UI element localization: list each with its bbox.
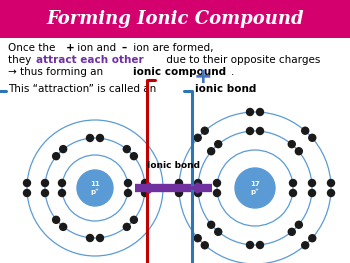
Text: attract each other: attract each other xyxy=(36,55,144,65)
Circle shape xyxy=(235,168,275,208)
Circle shape xyxy=(214,190,220,196)
Circle shape xyxy=(97,235,104,241)
Circle shape xyxy=(257,128,264,134)
Text: ionic bond: ionic bond xyxy=(195,84,256,94)
Circle shape xyxy=(60,146,67,153)
Text: Ionic bond: Ionic bond xyxy=(147,161,200,170)
Circle shape xyxy=(257,241,264,249)
Circle shape xyxy=(141,180,148,186)
Text: .: . xyxy=(248,84,251,94)
Circle shape xyxy=(309,134,316,141)
Circle shape xyxy=(195,190,202,196)
Circle shape xyxy=(288,141,295,148)
Circle shape xyxy=(131,216,138,223)
Circle shape xyxy=(328,190,335,196)
Circle shape xyxy=(97,134,104,141)
Text: → thus forming an: → thus forming an xyxy=(8,67,106,77)
Text: ionic compound: ionic compound xyxy=(133,67,226,77)
Text: 17
p⁺: 17 p⁺ xyxy=(250,181,260,195)
Circle shape xyxy=(302,127,309,134)
Circle shape xyxy=(195,180,202,186)
Circle shape xyxy=(246,109,253,115)
Circle shape xyxy=(58,190,65,196)
Circle shape xyxy=(246,128,253,134)
Circle shape xyxy=(214,180,220,186)
Circle shape xyxy=(289,190,296,196)
Circle shape xyxy=(42,180,49,186)
Circle shape xyxy=(42,190,49,196)
Circle shape xyxy=(175,180,182,186)
Circle shape xyxy=(175,190,182,196)
Circle shape xyxy=(125,180,132,186)
Circle shape xyxy=(215,141,222,148)
Circle shape xyxy=(52,153,60,160)
Circle shape xyxy=(308,180,315,186)
Circle shape xyxy=(289,180,296,186)
Circle shape xyxy=(52,216,60,223)
Text: 11
p⁺: 11 p⁺ xyxy=(90,181,100,195)
Circle shape xyxy=(194,235,201,242)
Circle shape xyxy=(257,109,264,115)
Text: +: + xyxy=(66,43,75,53)
Text: –: – xyxy=(122,43,127,53)
Circle shape xyxy=(60,223,67,230)
Circle shape xyxy=(86,134,93,141)
Circle shape xyxy=(302,242,309,249)
Circle shape xyxy=(123,223,130,230)
Circle shape xyxy=(58,180,65,186)
Circle shape xyxy=(23,180,30,186)
Circle shape xyxy=(246,241,253,249)
Circle shape xyxy=(309,235,316,242)
FancyBboxPatch shape xyxy=(0,0,350,38)
Circle shape xyxy=(194,134,201,141)
Circle shape xyxy=(123,146,130,153)
Text: ion and: ion and xyxy=(74,43,119,53)
Text: they: they xyxy=(8,55,35,65)
Text: Once the: Once the xyxy=(8,43,59,53)
Text: due to their opposite charges: due to their opposite charges xyxy=(163,55,320,65)
Circle shape xyxy=(295,221,302,228)
Circle shape xyxy=(125,190,132,196)
Text: ion are formed,: ion are formed, xyxy=(130,43,214,53)
Circle shape xyxy=(288,228,295,235)
Circle shape xyxy=(77,170,113,206)
Circle shape xyxy=(208,148,215,155)
Circle shape xyxy=(295,148,302,155)
Text: +: + xyxy=(194,67,212,87)
Circle shape xyxy=(201,127,208,134)
Text: .: . xyxy=(231,67,234,77)
Circle shape xyxy=(141,190,148,196)
Text: This “attraction” is called an: This “attraction” is called an xyxy=(8,84,160,94)
Circle shape xyxy=(23,190,30,196)
Circle shape xyxy=(208,221,215,228)
Circle shape xyxy=(328,180,335,186)
Circle shape xyxy=(86,235,93,241)
Circle shape xyxy=(308,190,315,196)
Circle shape xyxy=(201,242,208,249)
Text: Forming Ionic Compound: Forming Ionic Compound xyxy=(46,10,304,28)
Circle shape xyxy=(131,153,138,160)
Circle shape xyxy=(215,228,222,235)
